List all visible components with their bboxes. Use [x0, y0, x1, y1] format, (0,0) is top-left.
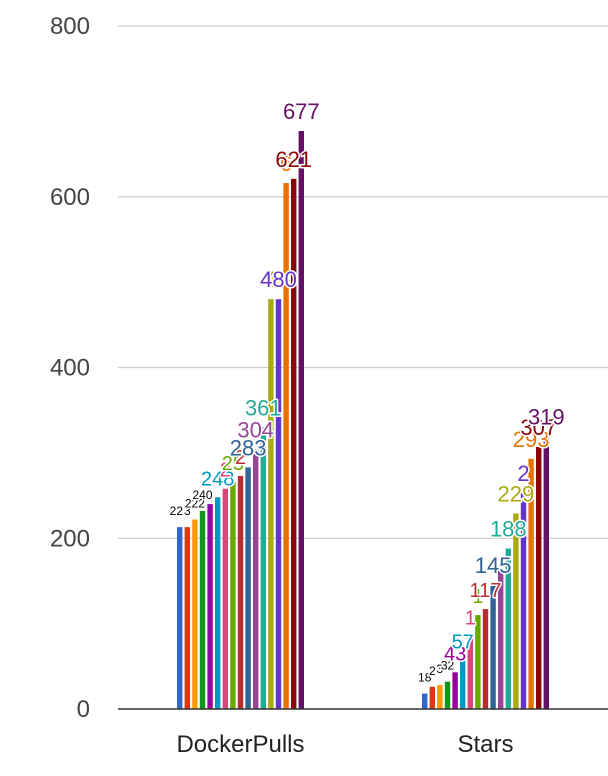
bar: [222, 488, 228, 709]
bar: [215, 497, 221, 709]
bar: [230, 481, 236, 709]
bar: [536, 446, 542, 709]
data-label: 677: [283, 99, 320, 124]
data-label: 6: [280, 151, 292, 176]
bar: [520, 493, 527, 709]
bar: [505, 548, 511, 709]
data-label: 4: [265, 267, 277, 292]
bar: [184, 527, 190, 709]
data-label: 2: [220, 460, 231, 482]
bar: [482, 609, 489, 709]
data-label: 18: [418, 671, 432, 685]
data-label: 304: [237, 417, 274, 442]
data-label: 2: [235, 447, 246, 469]
bar: [253, 449, 259, 709]
bar: [498, 569, 504, 709]
bar: [444, 681, 451, 709]
data-label: 240: [192, 488, 212, 502]
data-label: 57: [452, 631, 474, 653]
bar: [475, 615, 481, 709]
data-label: 117: [470, 580, 502, 602]
bar: [528, 458, 534, 709]
bar: [237, 475, 244, 709]
bar: [460, 660, 466, 709]
x-axis: DockerPulls Stars: [118, 708, 608, 758]
data-label: 361: [245, 395, 282, 420]
y-tick-label: 600: [50, 184, 90, 211]
data-label: 1: [465, 607, 476, 629]
data-label: 621: [275, 147, 312, 172]
data-label: 2: [517, 461, 529, 486]
data-label: 480: [260, 267, 297, 292]
bar: [513, 513, 519, 709]
y-axis: 0 200 400 600 800: [50, 13, 90, 723]
bar: [177, 527, 183, 709]
bar: [422, 693, 428, 709]
x-category-label: DockerPulls: [176, 731, 304, 758]
data-label: 3: [184, 504, 191, 518]
bar: [207, 504, 213, 709]
bar: [268, 299, 274, 709]
bar: [291, 178, 297, 710]
data-labels: 2213222240248225228330436144806621677182…: [168, 98, 566, 687]
bar: [275, 299, 282, 709]
bar: [192, 519, 198, 709]
bar: [245, 467, 251, 709]
data-label: 32: [441, 659, 455, 673]
data-label: 2: [429, 664, 436, 678]
data-label: 248: [201, 468, 234, 490]
data-label: 1: [472, 586, 483, 608]
bar: [543, 436, 549, 709]
data-label: 25: [222, 453, 244, 475]
y-tick-label: 0: [77, 696, 90, 723]
data-label: 307: [520, 415, 557, 440]
data-label: 222: [185, 496, 205, 510]
data-label: 319: [528, 405, 565, 430]
data-label: 3: [437, 662, 444, 676]
data-label: 229: [498, 481, 535, 506]
bar: [260, 427, 266, 709]
bar-group: [177, 131, 549, 710]
y-tick-label: 400: [50, 355, 90, 382]
data-label: 293: [513, 427, 550, 452]
bar: [429, 686, 435, 709]
data-label: 283: [230, 435, 267, 460]
bar: [452, 672, 458, 709]
data-label: 221: [170, 504, 190, 518]
bar: [283, 183, 289, 710]
y-tick-label: 800: [50, 13, 90, 40]
data-label: 188: [490, 516, 527, 541]
bar: [437, 685, 443, 709]
data-label: 145: [475, 553, 512, 578]
bar: [199, 510, 206, 709]
y-tick-label: 200: [50, 525, 90, 552]
x-category-label: Stars: [457, 731, 513, 758]
grid-lines: [118, 25, 608, 539]
bar: [490, 585, 496, 709]
data-label: 43: [444, 643, 466, 665]
bar: [467, 636, 473, 709]
bar: [298, 131, 304, 710]
